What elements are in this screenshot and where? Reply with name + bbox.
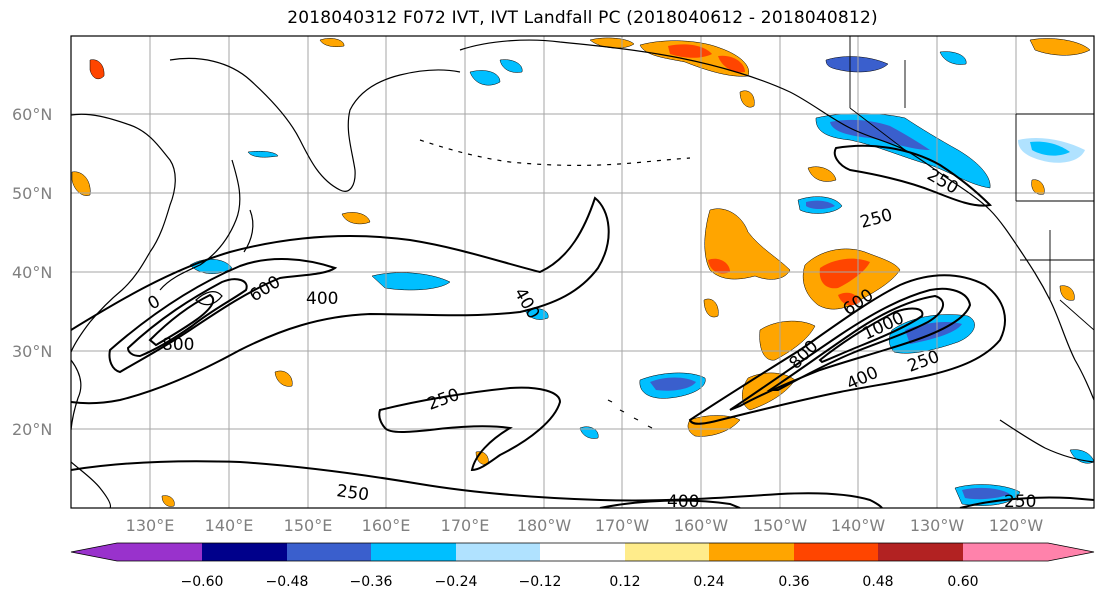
colorbar: −0.60 −0.48 −0.36 −0.24 −0.12 0.12 0.24 … bbox=[70, 542, 1095, 590]
colorbar-segment bbox=[371, 543, 456, 561]
colorbar-segment bbox=[202, 543, 287, 561]
colorbar-tick-label: −0.60 bbox=[181, 574, 224, 590]
political-borders bbox=[849, 36, 1094, 331]
contour-line bbox=[126, 278, 248, 358]
colorbar-segment bbox=[709, 543, 794, 561]
lon-label: 140°W bbox=[831, 516, 886, 535]
colorbar-outline bbox=[70, 542, 1095, 562]
hawaii-islands bbox=[607, 399, 653, 429]
asia-coast bbox=[71, 113, 176, 353]
contour-label: 250 bbox=[335, 481, 370, 505]
lat-label: 40°N bbox=[12, 263, 52, 282]
colorbar-segment bbox=[117, 543, 202, 561]
colorbar-tick-label: −0.48 bbox=[266, 574, 309, 590]
colorbar-extend-min bbox=[71, 543, 117, 561]
lon-label: 160°E bbox=[362, 516, 411, 535]
contour-line bbox=[688, 274, 1006, 425]
contour-line bbox=[766, 294, 944, 391]
contour-line bbox=[378, 386, 562, 472]
map-panel: 400 600 800 0 400 250 250 600 800 1000 4… bbox=[71, 36, 1094, 512]
lon-label: 150°E bbox=[284, 516, 333, 535]
colorbar-segment bbox=[456, 543, 540, 561]
colorbar-tick-label: 0.36 bbox=[778, 574, 809, 590]
colorbar-tick-label: 0.24 bbox=[693, 574, 724, 590]
colorbar-tick-label: −0.24 bbox=[435, 574, 478, 590]
contour-label: 400 bbox=[667, 492, 699, 512]
lat-label: 30°N bbox=[12, 342, 52, 361]
contour-label: 800 bbox=[162, 335, 194, 355]
lon-label: 130°E bbox=[126, 516, 175, 535]
contour-line bbox=[148, 293, 215, 347]
colorbar-tick-label: 0.12 bbox=[609, 574, 640, 590]
lat-label: 60°N bbox=[12, 105, 52, 124]
colorbar-segments bbox=[70, 542, 1095, 562]
latitude-labels: 60°N 50°N 40°N 30°N 20°N bbox=[12, 105, 52, 439]
lon-label: 170°E bbox=[441, 516, 490, 535]
colorbar-segment bbox=[794, 543, 878, 561]
colorbar-tick-label: −0.36 bbox=[350, 574, 393, 590]
lon-label: 120°W bbox=[989, 516, 1044, 535]
longitude-labels: 130°E 140°E 150°E 160°E 170°E 180°W 170°… bbox=[126, 516, 1044, 535]
lon-label: 180°W bbox=[517, 516, 572, 535]
japan-honshu bbox=[159, 159, 241, 291]
contour-line bbox=[71, 196, 610, 405]
colorbar-segment bbox=[625, 543, 709, 561]
colorbar-extend-max bbox=[1048, 543, 1094, 561]
kamchatka bbox=[169, 57, 461, 192]
contour-line bbox=[818, 307, 924, 364]
contour-label: 250 bbox=[1004, 492, 1036, 512]
contour-line bbox=[833, 144, 993, 207]
colorbar-segment bbox=[963, 543, 1048, 561]
contour-line bbox=[729, 287, 972, 411]
colorbar-tick-label: 0.48 bbox=[862, 574, 893, 590]
lon-label: 150°W bbox=[753, 516, 808, 535]
contour-line bbox=[71, 460, 883, 508]
contour-label: 400 bbox=[306, 289, 338, 309]
lon-label: 170°W bbox=[595, 516, 650, 535]
colorbar-segment bbox=[878, 543, 963, 561]
contour-line bbox=[959, 496, 1094, 508]
lon-label: 130°W bbox=[910, 516, 965, 535]
map-frame bbox=[70, 35, 1095, 509]
lat-label: 20°N bbox=[12, 420, 52, 439]
lon-label: 160°W bbox=[674, 516, 729, 535]
colorbar-segment bbox=[287, 543, 371, 561]
colorbar-segment bbox=[540, 543, 625, 561]
ivt-contours bbox=[71, 144, 1094, 508]
colorbar-tick-label: 0.60 bbox=[947, 574, 978, 590]
contour-line bbox=[599, 499, 741, 508]
colorbar-ticks: −0.60 −0.48 −0.36 −0.24 −0.12 0.12 0.24 … bbox=[181, 574, 979, 590]
lon-label: 140°E bbox=[205, 516, 254, 535]
map-title: 2018040312 F072 IVT, IVT Landfall PC (20… bbox=[287, 8, 878, 28]
lat-label: 50°N bbox=[12, 184, 52, 203]
contour-line bbox=[108, 258, 338, 374]
colorbar-tick-label: −0.12 bbox=[519, 574, 562, 590]
